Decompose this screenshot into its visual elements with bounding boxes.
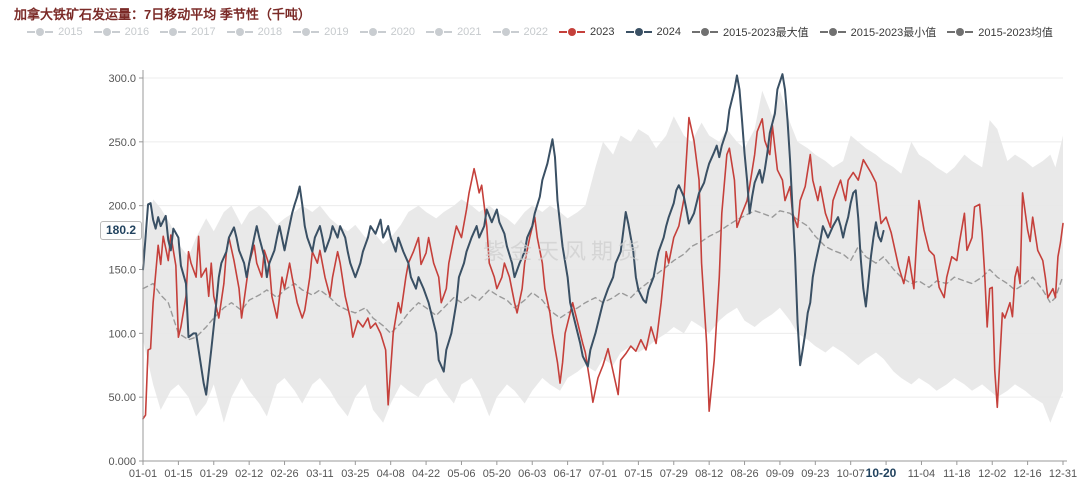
series-line-2023	[142, 116, 1064, 420]
y-axis-tick-label: 150.0	[108, 265, 136, 277]
legend-item-2015-2023[interactable]: 2015-2023最小值	[819, 24, 937, 40]
legend-label: 2023	[590, 26, 615, 38]
legend-label: 2022	[523, 26, 549, 38]
x-axis-tick-label: 02-26	[270, 468, 298, 480]
legend-marker-icon	[692, 28, 718, 36]
x-axis-tick-label: 05-20	[483, 468, 511, 480]
x-axis-tick-label: 04-22	[412, 468, 440, 480]
legend-marker-icon	[426, 28, 453, 36]
y-axis-tick-label: 250.0	[108, 137, 136, 149]
legend-item-2023[interactable]: 2023	[559, 26, 615, 38]
legend-marker-icon	[559, 28, 586, 36]
x-axis-tick-label: 08-12	[695, 468, 723, 480]
x-axis-pointer-label: 10-20	[866, 466, 897, 480]
x-axis-tick-label: 12-16	[1014, 468, 1042, 480]
legend-marker-icon	[93, 28, 120, 36]
band-min-max	[143, 90, 1063, 423]
legend-label: 2020	[390, 26, 416, 38]
legend-item-2019[interactable]: 2019	[293, 26, 349, 38]
legend-item-2018[interactable]: 2018	[226, 26, 283, 38]
legend-marker-icon	[947, 28, 974, 36]
x-axis-tick-label: 07-01	[589, 468, 617, 480]
x-axis-tick-label: 07-29	[660, 468, 688, 480]
x-axis-tick-label: 09-23	[801, 468, 829, 480]
legend-marker-icon	[819, 28, 846, 36]
x-axis-tick-label: 11-18	[943, 468, 970, 480]
x-axis-tick-label: 10-07	[837, 468, 865, 480]
x-axis-tick-label: 09-09	[766, 468, 794, 480]
legend-item-2021[interactable]: 2021	[426, 26, 482, 38]
legend-item-2016[interactable]: 2016	[93, 26, 150, 38]
y-axis-tick-label: 50.00	[108, 392, 136, 404]
series-line-2015-2023均值	[142, 210, 1064, 341]
legend-label: 2021	[457, 26, 482, 38]
legend-label: 2018	[257, 26, 283, 38]
chart-legend: 2015 2016 2017 2018 2019 2020 2021 2022 2023 2024…	[0, 24, 1080, 40]
y-axis-tick-label: 100.0	[108, 328, 136, 340]
legend-item-2015-2023[interactable]: 2015-2023均值	[947, 24, 1053, 40]
legend-label: 2015	[58, 26, 83, 38]
x-axis-tick-label: 06-03	[518, 468, 546, 480]
x-axis-tick-label: 03-11	[306, 468, 333, 480]
y-axis-tick-label: 0.000	[108, 456, 136, 468]
legend-label: 2015-2023均值	[978, 27, 1053, 39]
legend-label: 2015-2023最小值	[850, 27, 937, 39]
legend-marker-icon	[160, 28, 187, 36]
x-axis-tick-label: 04-08	[377, 468, 405, 480]
x-axis-tick-label: 01-15	[164, 468, 192, 480]
legend-label: 2019	[324, 26, 349, 38]
x-axis-tick-label: 12-31	[1049, 468, 1077, 480]
series-line-2024	[142, 73, 885, 396]
legend-marker-icon	[625, 28, 652, 36]
legend-item-2020[interactable]: 2020	[359, 26, 416, 38]
chart-title: 加拿大铁矿石发运量：7日移动平均 季节性（千吨）	[14, 7, 311, 22]
legend-marker-icon	[293, 28, 320, 36]
x-axis-tick-label: 02-12	[235, 468, 263, 480]
y-axis-tick-label: 300.0	[108, 73, 136, 85]
x-axis-tick-label: 06-17	[554, 468, 582, 480]
legend-item-2024[interactable]: 2024	[625, 26, 681, 38]
legend-marker-icon	[492, 28, 519, 36]
x-axis-tick-label: 03-25	[341, 468, 369, 480]
x-axis-tick-label: 05-06	[447, 468, 475, 480]
x-axis-tick-label: 01-01	[129, 468, 157, 480]
x-axis-tick-label: 11-04	[908, 468, 935, 480]
x-axis-tick-label: 01-29	[200, 468, 228, 480]
legend-label: 2015-2023最大值	[723, 27, 809, 39]
legend-item-2022[interactable]: 2022	[492, 26, 549, 38]
legend-label: 2024	[656, 26, 681, 38]
x-axis-tick-label: 08-26	[730, 468, 758, 480]
y-axis-tick-label: 200.0	[108, 201, 136, 213]
legend-item-2017[interactable]: 2017	[160, 26, 216, 38]
legend-label: 2017	[191, 26, 216, 38]
legend-item-2015[interactable]: 2015	[27, 26, 83, 38]
legend-marker-icon	[226, 28, 253, 36]
x-axis-tick-label: 07-15	[624, 468, 652, 480]
legend-marker-icon	[27, 28, 54, 36]
legend-label: 2016	[124, 26, 150, 38]
legend-marker-icon	[359, 28, 386, 36]
legend-item-2015-2023[interactable]: 2015-2023最大值	[692, 24, 809, 40]
x-axis-tick-label: 12-02	[978, 468, 1006, 480]
y-axis-pointer-label: 180.2	[100, 221, 143, 240]
